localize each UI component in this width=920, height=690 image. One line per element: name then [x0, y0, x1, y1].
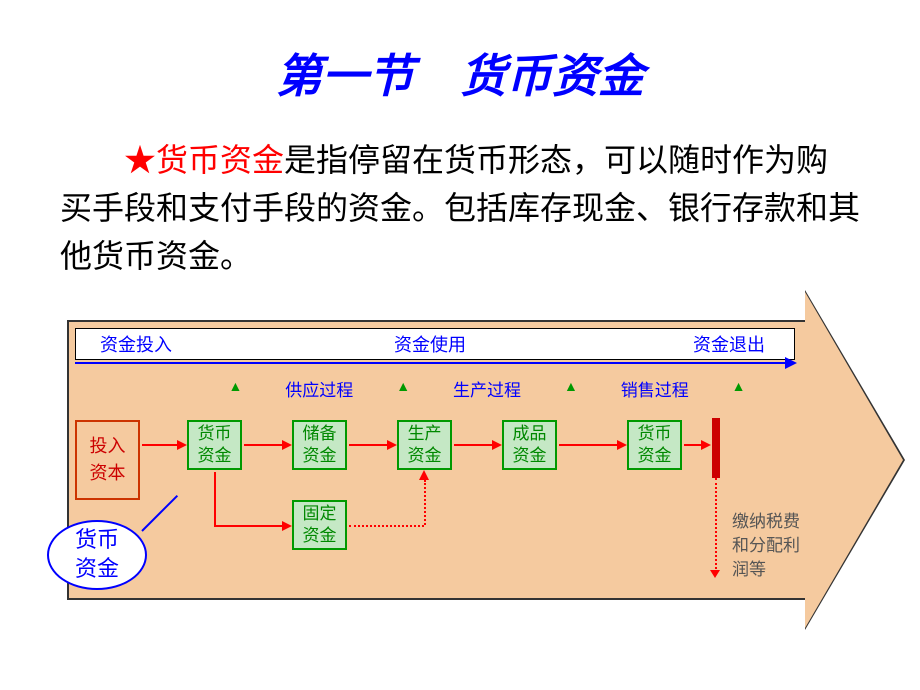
keyword-text: 货币资金 [156, 142, 284, 178]
fund-fixed: 固定 资金 [292, 500, 347, 550]
fund-money2: 货币 资金 [627, 420, 682, 470]
exit-dotline [715, 478, 717, 573]
arrow-product-money2 [559, 444, 625, 446]
triangle-icon: ▲ [732, 380, 746, 396]
triangle-icon: ▲ [228, 380, 242, 396]
star-icon: ★ [124, 142, 156, 178]
header-bar: 资金投入 资金使用 资金退出 [75, 328, 795, 360]
fund-reserve: 储备 资金 [292, 420, 347, 470]
timeline-arrow [75, 362, 795, 364]
callout-bubble: 货币 资金 [47, 520, 147, 590]
fund-production: 生产 资金 [397, 420, 452, 470]
arrow-capital-money [142, 444, 185, 446]
arrow-money2-exit [684, 444, 709, 446]
arrow-money-reserve [244, 444, 290, 446]
fund-money1: 货币 资金 [187, 420, 242, 470]
exit-arrowhead-icon [710, 570, 720, 578]
arrow-production-product [454, 444, 500, 446]
process-production: 生产过程 [453, 376, 521, 401]
process-sales: 销售过程 [621, 376, 689, 401]
page-title: 第一节 货币资金 [0, 0, 920, 106]
capital-flow-diagram: 资金投入 资金使用 资金退出 ▲ 供应过程 ▲ 生产过程 ▲ 销售过程 ▲ 投入… [67, 320, 855, 620]
exit-bar [712, 418, 720, 478]
header-use: 资金使用 [196, 329, 664, 359]
header-exit: 资金退出 [664, 329, 794, 359]
arrow-fixed-up [423, 472, 425, 480]
capital-line1: 投入 [90, 433, 126, 460]
arrow-to-fixed [214, 525, 290, 527]
exit-text: 缴纳税费 和分配利 润等 [732, 510, 852, 581]
description-paragraph: ★货币资金是指停留在货币形态，可以随时作为购买手段和支付手段的资金。包括库存现金… [0, 106, 920, 300]
capital-input-box: 投入 资本 [75, 420, 140, 500]
triangle-icon: ▲ [396, 380, 410, 396]
arrow-reserve-production [349, 444, 395, 446]
process-supply: 供应过程 [285, 376, 353, 401]
dotline-fixed-up [424, 480, 426, 525]
capital-line2: 资本 [90, 460, 126, 487]
line-down-money1 [214, 472, 216, 525]
dotline-fixed-right [349, 525, 424, 527]
header-invest: 资金投入 [76, 329, 196, 359]
process-row: ▲ 供应过程 ▲ 生产过程 ▲ 销售过程 ▲ [207, 375, 767, 401]
triangle-icon: ▲ [564, 380, 578, 396]
fund-product: 成品 资金 [502, 420, 557, 470]
